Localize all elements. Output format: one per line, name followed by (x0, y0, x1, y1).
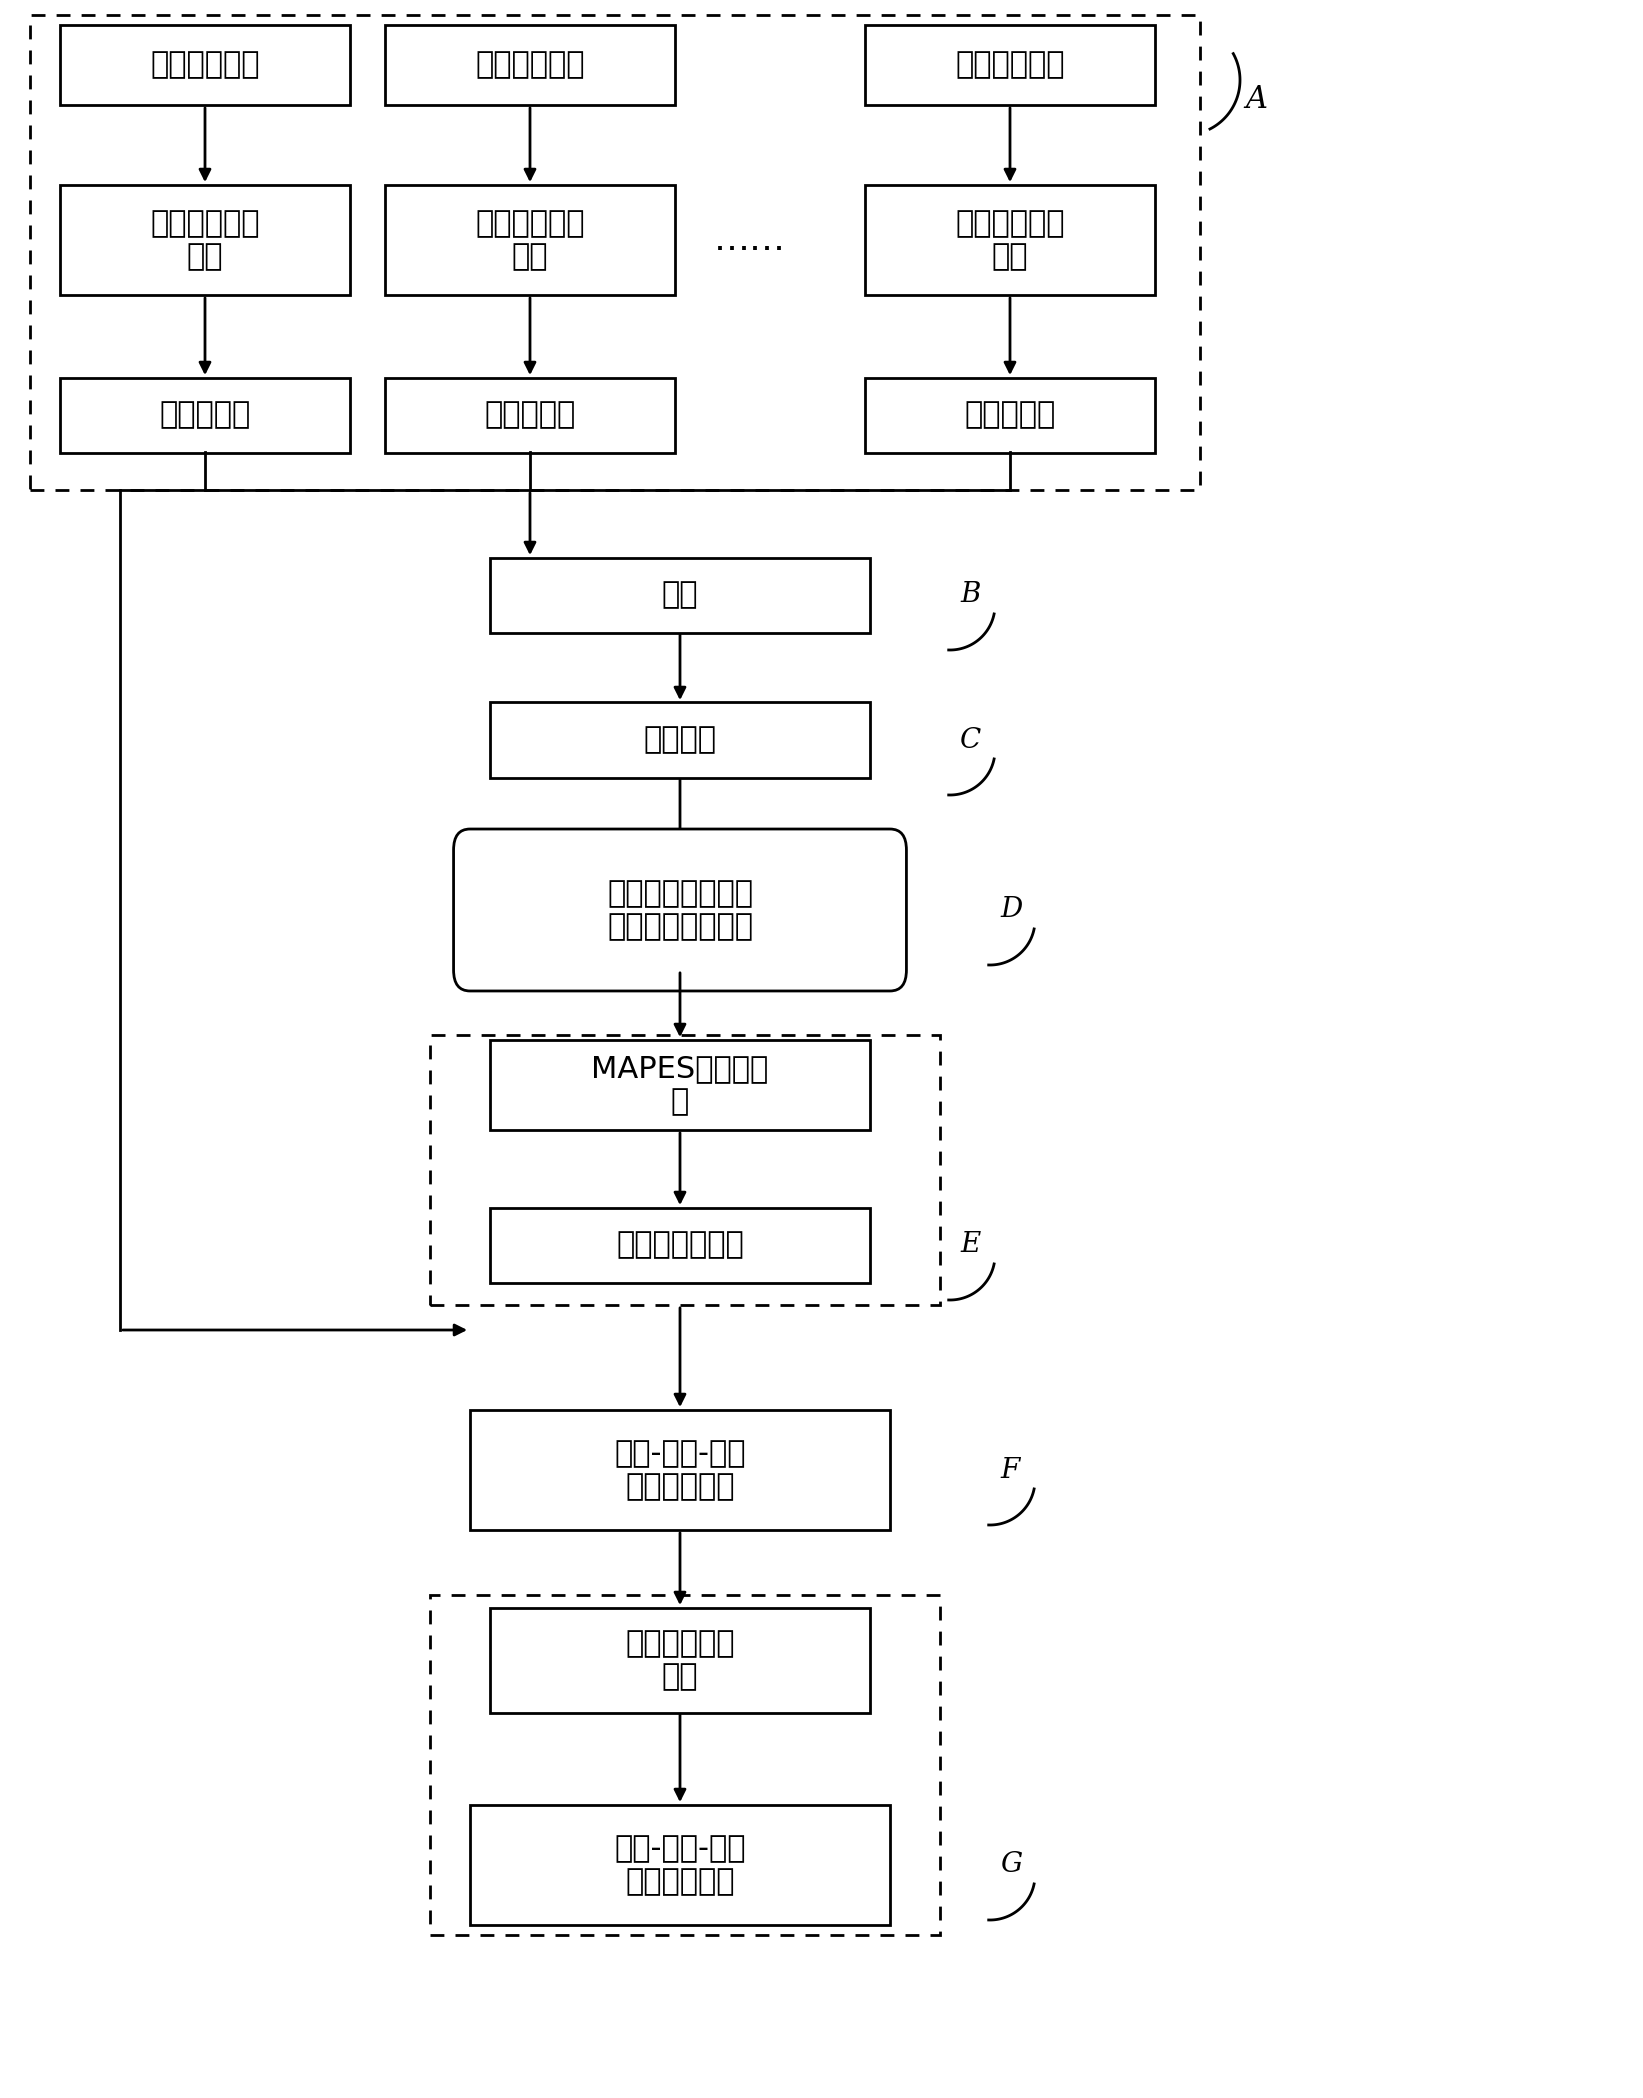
FancyBboxPatch shape (490, 1607, 871, 1712)
Text: ……: …… (715, 222, 785, 256)
Text: 单视复图像: 单视复图像 (485, 401, 575, 430)
Text: 地距-方位-垂直
高度三维图像: 地距-方位-垂直 高度三维图像 (614, 1834, 746, 1897)
FancyBboxPatch shape (470, 1410, 891, 1529)
Text: A: A (1245, 84, 1267, 115)
Text: 单视复图像: 单视复图像 (964, 401, 1055, 430)
Text: C: C (960, 726, 981, 753)
Text: MAPES谱估计方
法: MAPES谱估计方 法 (591, 1053, 769, 1116)
FancyBboxPatch shape (490, 703, 871, 778)
Text: 目标高度向图像: 目标高度向图像 (616, 1232, 744, 1259)
Text: 原始回波数据: 原始回波数据 (475, 50, 585, 80)
Text: G: G (1001, 1853, 1022, 1878)
Text: 解斜处理: 解斜处理 (644, 726, 716, 755)
Text: 二维高分辨率
成像: 二维高分辨率 成像 (475, 208, 585, 271)
FancyBboxPatch shape (864, 25, 1155, 105)
Bar (430, 1034, 940, 1305)
Text: 斜地高程坐标
转换: 斜地高程坐标 转换 (626, 1628, 734, 1691)
FancyBboxPatch shape (490, 558, 871, 631)
FancyBboxPatch shape (384, 25, 675, 105)
Text: 二维高分辨率
成像: 二维高分辨率 成像 (150, 208, 260, 271)
FancyBboxPatch shape (61, 378, 350, 453)
Text: 二维高分辨率
成像: 二维高分辨率 成像 (955, 208, 1065, 271)
Text: 原始回波数据: 原始回波数据 (150, 50, 260, 80)
FancyBboxPatch shape (61, 185, 350, 296)
FancyBboxPatch shape (384, 378, 675, 453)
FancyBboxPatch shape (864, 185, 1155, 296)
Text: 原始回波数据: 原始回波数据 (955, 50, 1065, 80)
FancyBboxPatch shape (470, 1804, 891, 1926)
Text: D: D (1001, 896, 1022, 923)
FancyBboxPatch shape (490, 1208, 871, 1282)
FancyBboxPatch shape (490, 1041, 871, 1131)
Text: 配准: 配准 (662, 581, 698, 611)
Bar (430, 1594, 940, 1934)
FancyBboxPatch shape (61, 25, 350, 105)
Bar (30, 15, 1199, 491)
Text: 目标高度向合成孔
径非均匀采样数据: 目标高度向合成孔 径非均匀采样数据 (606, 879, 752, 942)
FancyBboxPatch shape (864, 378, 1155, 453)
Text: F: F (1001, 1456, 1019, 1483)
Text: 斜距-方位-仰角
方向三维图像: 斜距-方位-仰角 方向三维图像 (614, 1439, 746, 1502)
Text: B: B (960, 581, 981, 608)
Text: 单视复图像: 单视复图像 (159, 401, 251, 430)
Text: E: E (960, 1232, 981, 1259)
FancyBboxPatch shape (453, 829, 907, 990)
FancyBboxPatch shape (384, 185, 675, 296)
